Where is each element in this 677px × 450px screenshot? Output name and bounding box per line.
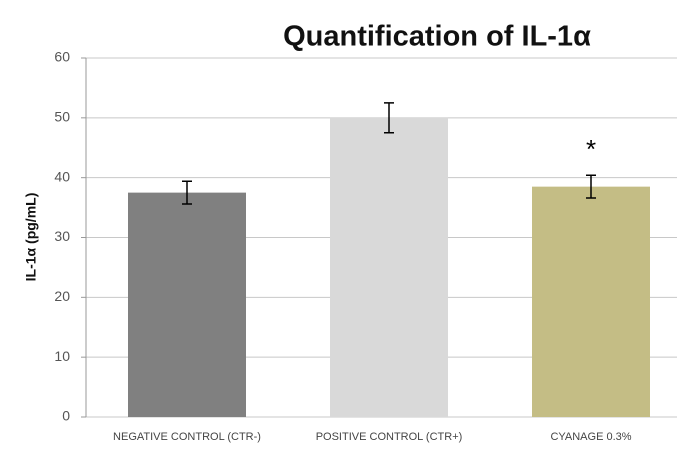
- bar: [128, 192, 246, 417]
- y-tick-label: 20: [54, 288, 70, 304]
- y-tick-label: 60: [54, 49, 70, 65]
- error-bar: [182, 180, 192, 205]
- error-bar: [586, 174, 596, 199]
- bar: [532, 186, 650, 417]
- y-tick-label: 10: [54, 348, 70, 364]
- y-tick-label: 50: [54, 109, 70, 125]
- y-tick-label: 30: [54, 228, 70, 244]
- y-tick-label: 40: [54, 168, 70, 184]
- y-axis-label: IL-1α (pg/mL): [23, 193, 39, 282]
- annotation: *: [586, 134, 596, 164]
- y-tick-label: 0: [62, 408, 70, 424]
- bar: [330, 117, 448, 417]
- x-tick-label: NEGATIVE CONTROL (CTR-): [113, 431, 261, 443]
- x-tick-label: CYANAGE 0.3%: [550, 431, 631, 443]
- error-bar: [384, 102, 394, 134]
- chart-title: Quantification of IL-1α: [283, 21, 591, 53]
- x-tick-label: POSITIVE CONTROL (CTR+): [316, 431, 463, 443]
